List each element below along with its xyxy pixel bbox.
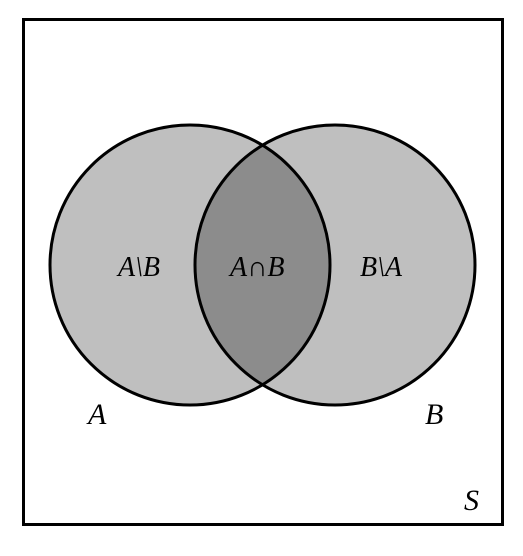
- label-a-minus-b: A\B: [118, 252, 160, 284]
- label-b-minus-a: B\A: [360, 252, 402, 284]
- label-set-a: A: [88, 398, 106, 432]
- label-sample-space: S: [464, 484, 479, 518]
- label-set-b: B: [425, 398, 443, 432]
- label-a-intersect-b: A∩B: [230, 252, 284, 284]
